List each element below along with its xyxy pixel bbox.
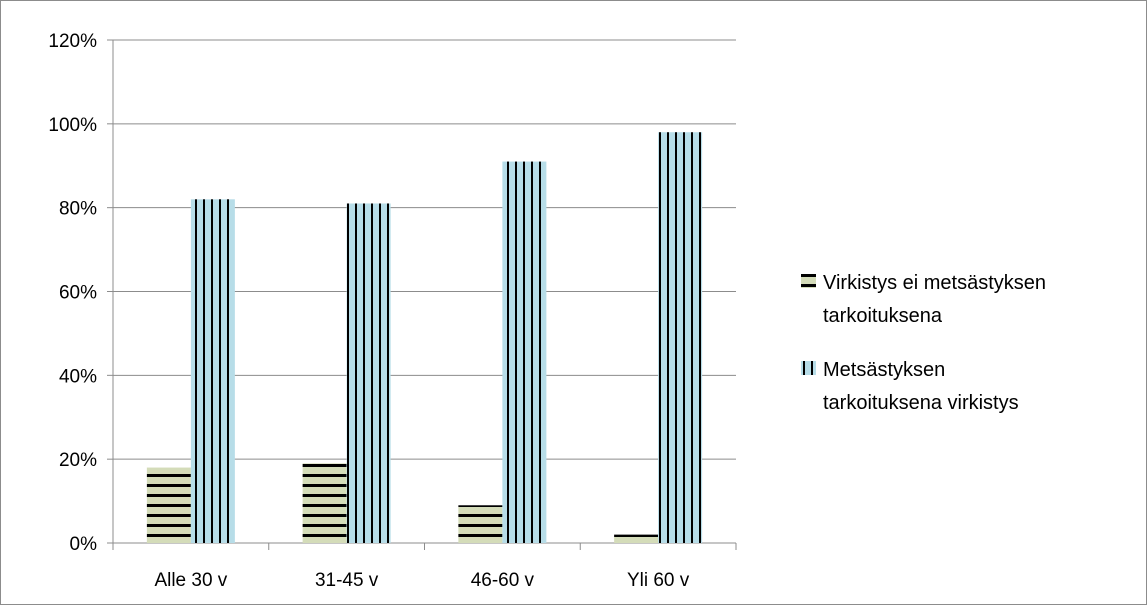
y-tick-label: 60% (59, 283, 97, 304)
bar-virkistys-3 (458, 505, 503, 543)
y-tick-label: 80% (59, 199, 97, 220)
bar-metsastys-2 (346, 203, 391, 543)
bar-virkistys-2 (302, 463, 347, 543)
bar-metsastys-3 (502, 161, 547, 543)
legend: Virkistys ei metsästyksen tarkoituksena Me… (801, 272, 1046, 414)
bars (146, 132, 703, 544)
y-tick-label: 40% (59, 366, 97, 387)
y-tick-label: 120% (48, 31, 97, 52)
legend-label-1: tarkoituksena (823, 305, 943, 327)
legend-label-2: tarkoituksena virkistys (823, 392, 1019, 414)
legend-label-1: Virkistys ei metsästyksen (823, 272, 1046, 294)
x-tick-label: Yli 60 v (627, 570, 690, 591)
x-tick-label: 46-60 v (471, 570, 535, 591)
y-tick-label: 0% (70, 534, 98, 555)
bar-virkistys-4 (614, 534, 659, 543)
bar-metsastys-4 (658, 132, 703, 543)
x-tick-labels: Alle 30 v 31-45 v 46-60 v Yli 60 v (154, 570, 689, 591)
y-tick-label: 20% (59, 450, 97, 471)
legend-label-2: Metsästyksen (823, 359, 945, 381)
x-tick-label: 31-45 v (315, 570, 379, 591)
bar-metsastys-1 (190, 199, 235, 544)
legend-swatch-2 (801, 361, 816, 375)
bar-virkistys-1 (146, 467, 191, 543)
x-tick-label: Alle 30 v (154, 570, 227, 591)
y-tick-labels: 0% 20% 40% 60% 80% 100% 120% (48, 31, 97, 555)
legend-swatch-1 (801, 274, 816, 288)
y-tick-label: 100% (48, 115, 97, 136)
